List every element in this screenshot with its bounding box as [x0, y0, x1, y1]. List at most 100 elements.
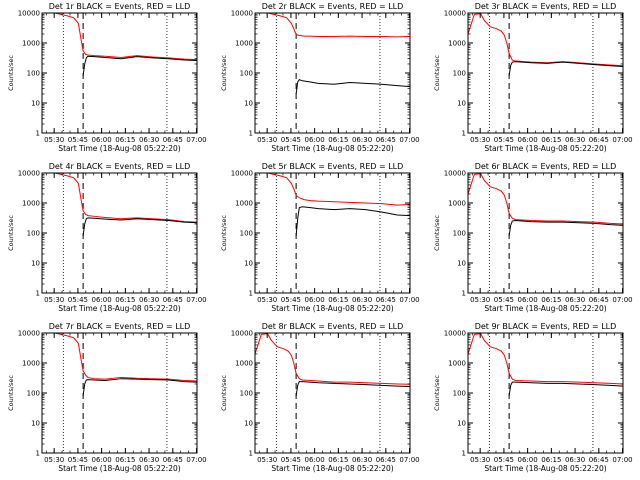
x-tick-label: 06:15 [115, 136, 135, 144]
x-tick-label: 06:45 [163, 296, 183, 304]
time-markers [488, 333, 594, 453]
y-tick-label: 10 [31, 100, 40, 108]
y-tick-label: 10000 [444, 330, 466, 338]
x-axis-label: Start Time (18-Aug-08 05:22:20) [58, 144, 180, 153]
x-tick-label: 06:45 [376, 296, 396, 304]
x-tick-label: 07:00 [612, 456, 632, 464]
x-tick-label: 07:00 [399, 136, 419, 144]
x-tick-label: 06:00 [92, 456, 112, 464]
y-tick-label: 10000 [18, 330, 40, 338]
y-tick-label: 1000 [235, 40, 253, 48]
x-tick-label: 06:45 [376, 456, 396, 464]
panel-det-5r: Det 5r BLACK = Events, RED = LLD 1 10 100 10… [220, 162, 420, 313]
x-tick-label: 06:15 [541, 136, 561, 144]
y-tick-label: 10 [457, 260, 466, 268]
y-tick-label: 100 [240, 390, 253, 398]
series-group [255, 333, 410, 396]
y-tick-label: 10000 [231, 10, 253, 18]
panel-title: Det 4r BLACK = Events, RED = LLD [49, 162, 191, 171]
series-line-lld [468, 13, 623, 67]
y-tick-label: 1 [249, 290, 253, 298]
y-tick-label: 10000 [444, 10, 466, 18]
plot-frame [254, 332, 411, 454]
y-tick-label: 10 [457, 100, 466, 108]
y-tick-label: 10000 [18, 170, 40, 178]
x-tick-label: 07:00 [186, 296, 206, 304]
time-markers [62, 13, 168, 133]
series-line-lld [42, 333, 197, 382]
x-tick-label: 07:00 [399, 296, 419, 304]
series-line-lld [468, 173, 623, 225]
x-tick-label: 06:45 [376, 136, 396, 144]
series-line-events [508, 61, 623, 76]
x-tick-label: 06:00 [92, 296, 112, 304]
time-markers [275, 13, 381, 133]
series-line-events [295, 206, 410, 236]
y-tick-label: 10 [244, 420, 253, 428]
y-tick-label: 1000 [235, 200, 253, 208]
series-line-events [82, 217, 197, 236]
x-tick-label: 06:30 [565, 456, 585, 464]
panel-title: Det 9r BLACK = Events, RED = LLD [475, 322, 617, 331]
x-axis-label: Start Time (18-Aug-08 05:22:20) [484, 144, 606, 153]
x-tick-label: 06:30 [139, 136, 159, 144]
y-tick-label: 1000 [448, 200, 466, 208]
x-tick-label: 06:15 [328, 296, 348, 304]
y-tick-label: 100 [240, 70, 253, 78]
x-tick-label: 05:30 [44, 296, 64, 304]
x-tick-label: 05:30 [44, 456, 64, 464]
x-tick-label: 06:00 [518, 136, 538, 144]
x-tick-label: 07:00 [186, 136, 206, 144]
y-axis-label: Counts/sec [7, 215, 15, 251]
x-tick-label: 06:45 [163, 456, 183, 464]
y-axis-label: Counts/sec [220, 55, 228, 91]
y-axis-label: Counts/sec [220, 215, 228, 251]
series-line-events [295, 79, 410, 95]
y-tick-label: 1 [36, 450, 40, 458]
panel-det-7r: Det 7r BLACK = Events, RED = LLD 1 10 100 10… [7, 322, 207, 473]
series-group [468, 333, 623, 396]
series-line-events [508, 381, 623, 396]
x-tick-label: 06:30 [565, 136, 585, 144]
x-tick-label: 05:30 [470, 136, 490, 144]
y-axis-label: Counts/sec [433, 215, 441, 251]
x-tick-label: 05:30 [257, 136, 277, 144]
y-tick-label: 1 [462, 290, 466, 298]
y-tick-label: 100 [27, 70, 40, 78]
x-tick-label: 05:45 [68, 136, 88, 144]
y-tick-label: 1000 [22, 200, 40, 208]
y-tick-label: 100 [27, 230, 40, 238]
y-tick-label: 1000 [235, 360, 253, 368]
x-tick-label: 07:00 [186, 456, 206, 464]
x-tick-label: 05:45 [68, 296, 88, 304]
x-tick-label: 07:00 [612, 296, 632, 304]
series-group [42, 13, 197, 76]
x-axis-label: Start Time (18-Aug-08 05:22:20) [484, 464, 606, 473]
y-tick-label: 1 [249, 450, 253, 458]
x-tick-label: 06:00 [305, 296, 325, 304]
plot-frame [467, 12, 624, 134]
x-axis-label: Start Time (18-Aug-08 05:22:20) [58, 304, 180, 313]
series-line-events [508, 220, 623, 236]
x-tick-label: 06:15 [328, 456, 348, 464]
plot-frame [254, 12, 411, 134]
series-line-lld [255, 333, 410, 385]
plot-frame [41, 332, 198, 454]
y-tick-label: 1 [462, 450, 466, 458]
panel-title: Det 1r BLACK = Events, RED = LLD [49, 2, 191, 11]
panel-title: Det 6r BLACK = Events, RED = LLD [475, 162, 617, 171]
x-tick-label: 05:45 [281, 456, 301, 464]
panel-title: Det 8r BLACK = Events, RED = LLD [262, 322, 404, 331]
panel-det-3r: Det 3r BLACK = Events, RED = LLD 1 10 100 10… [433, 2, 633, 153]
x-tick-label: 06:30 [139, 296, 159, 304]
time-markers [488, 13, 594, 133]
series-line-lld [42, 13, 197, 61]
series-group [468, 13, 623, 76]
panel-det-6r: Det 6r BLACK = Events, RED = LLD 1 10 100 10… [433, 162, 633, 313]
plot-frame [254, 172, 411, 294]
y-tick-label: 100 [453, 70, 466, 78]
y-tick-label: 1 [36, 130, 40, 138]
x-tick-label: 07:00 [612, 136, 632, 144]
x-tick-label: 05:45 [494, 136, 514, 144]
